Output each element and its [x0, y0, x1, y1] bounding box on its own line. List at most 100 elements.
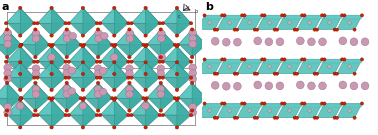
Polygon shape	[0, 45, 20, 57]
Polygon shape	[304, 15, 322, 19]
Polygon shape	[70, 62, 95, 74]
Polygon shape	[146, 8, 160, 36]
Circle shape	[348, 109, 352, 112]
Circle shape	[293, 72, 296, 75]
Circle shape	[81, 98, 85, 101]
Circle shape	[125, 85, 133, 93]
Circle shape	[228, 21, 231, 24]
Circle shape	[79, 97, 82, 100]
Polygon shape	[344, 59, 362, 63]
Circle shape	[319, 82, 326, 90]
Polygon shape	[146, 46, 160, 74]
Circle shape	[343, 102, 346, 105]
Circle shape	[50, 126, 53, 129]
Circle shape	[144, 6, 147, 9]
Polygon shape	[6, 8, 34, 23]
Circle shape	[19, 6, 22, 9]
Polygon shape	[324, 15, 342, 19]
Polygon shape	[98, 29, 112, 57]
Text: b: b	[195, 9, 198, 14]
Polygon shape	[148, 98, 173, 111]
Circle shape	[63, 91, 71, 98]
Circle shape	[260, 14, 264, 17]
Circle shape	[263, 14, 266, 17]
Circle shape	[303, 102, 306, 105]
Polygon shape	[245, 104, 262, 107]
Circle shape	[5, 81, 9, 85]
Circle shape	[64, 76, 67, 79]
Polygon shape	[344, 104, 362, 107]
Circle shape	[127, 22, 130, 25]
Circle shape	[175, 34, 179, 37]
Circle shape	[203, 14, 206, 17]
Circle shape	[323, 14, 326, 17]
Circle shape	[99, 88, 107, 95]
Circle shape	[36, 76, 39, 79]
Circle shape	[191, 109, 194, 112]
Polygon shape	[317, 59, 342, 74]
Circle shape	[63, 35, 71, 42]
Polygon shape	[204, 104, 222, 107]
Circle shape	[79, 43, 82, 46]
Circle shape	[296, 37, 304, 45]
Circle shape	[95, 76, 99, 79]
Circle shape	[19, 45, 22, 48]
Circle shape	[36, 60, 39, 63]
Polygon shape	[100, 100, 129, 115]
Circle shape	[228, 109, 231, 112]
Circle shape	[308, 109, 311, 112]
Polygon shape	[84, 29, 112, 45]
Circle shape	[234, 38, 241, 46]
Circle shape	[301, 102, 304, 105]
Circle shape	[32, 30, 40, 37]
Circle shape	[50, 72, 53, 76]
Circle shape	[303, 14, 306, 17]
Polygon shape	[164, 23, 189, 36]
Polygon shape	[317, 104, 342, 118]
Circle shape	[175, 88, 179, 92]
Circle shape	[263, 58, 266, 61]
Polygon shape	[114, 62, 129, 90]
Circle shape	[126, 35, 134, 42]
Circle shape	[128, 81, 131, 85]
Circle shape	[33, 22, 36, 25]
Circle shape	[189, 22, 193, 25]
Circle shape	[4, 75, 11, 82]
Circle shape	[94, 70, 102, 77]
Circle shape	[313, 72, 316, 75]
Circle shape	[114, 97, 117, 100]
Circle shape	[350, 82, 358, 90]
Circle shape	[5, 60, 8, 63]
Polygon shape	[285, 15, 302, 19]
Polygon shape	[37, 100, 66, 115]
Circle shape	[65, 28, 68, 31]
Circle shape	[144, 45, 147, 48]
Circle shape	[235, 116, 239, 119]
Polygon shape	[53, 29, 81, 45]
Circle shape	[189, 76, 193, 79]
Circle shape	[243, 58, 246, 61]
Polygon shape	[84, 83, 112, 98]
Polygon shape	[217, 59, 242, 74]
Circle shape	[316, 28, 319, 31]
Circle shape	[19, 61, 22, 64]
Polygon shape	[100, 46, 129, 62]
Circle shape	[144, 34, 147, 37]
Circle shape	[280, 14, 284, 17]
Circle shape	[189, 40, 197, 48]
Circle shape	[208, 65, 211, 68]
Circle shape	[254, 37, 262, 45]
Circle shape	[243, 14, 246, 17]
Polygon shape	[237, 59, 262, 74]
Polygon shape	[67, 29, 81, 57]
Circle shape	[81, 61, 85, 64]
Circle shape	[69, 32, 77, 40]
Circle shape	[113, 61, 116, 64]
Polygon shape	[177, 46, 191, 74]
Polygon shape	[102, 23, 127, 36]
Circle shape	[256, 72, 259, 75]
Circle shape	[98, 76, 102, 79]
Polygon shape	[51, 8, 66, 36]
Circle shape	[19, 126, 22, 129]
Circle shape	[296, 28, 299, 31]
